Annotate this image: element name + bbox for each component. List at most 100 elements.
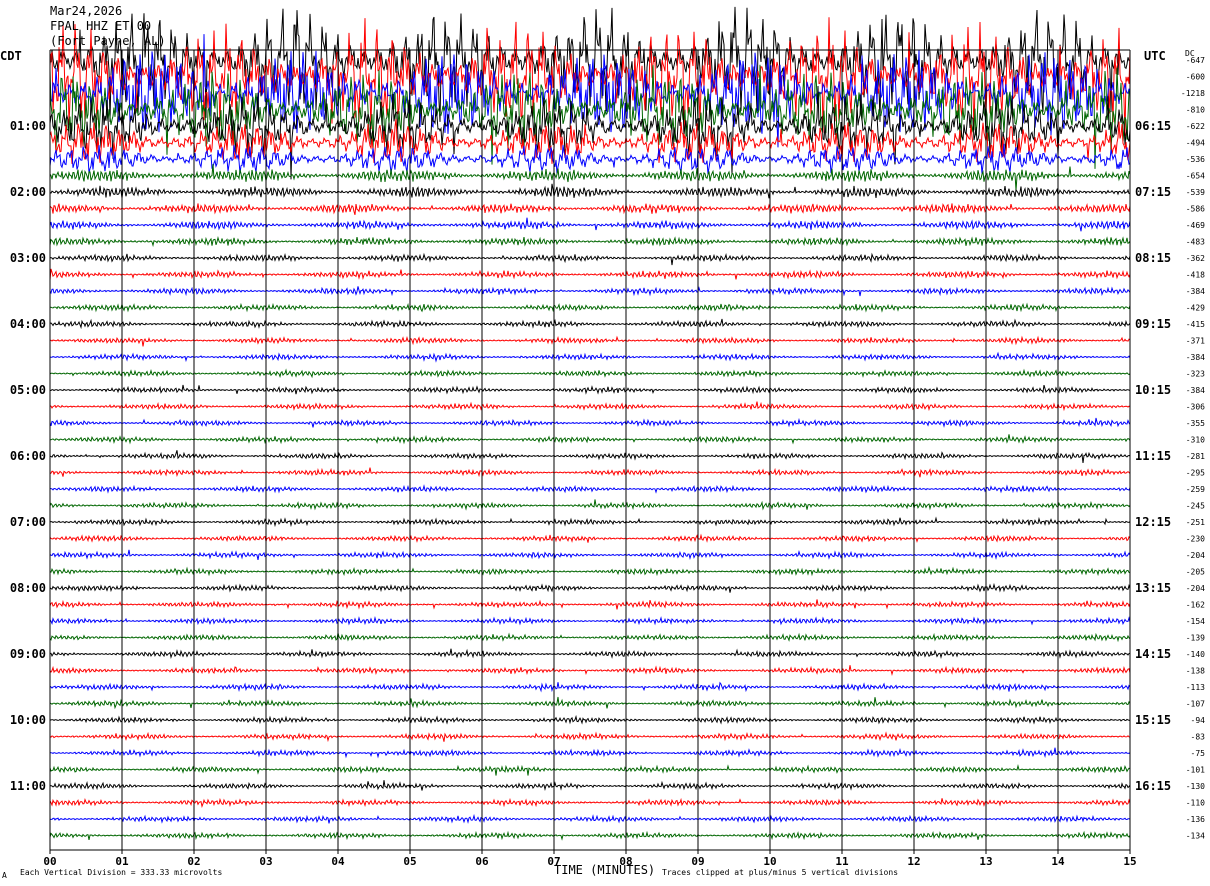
trace-row-27 [49,499,1131,511]
left-hour-label: 08:00 [10,581,46,595]
trace-row-26 [50,484,1131,494]
trace-row-21 [49,401,1131,412]
dc-offset-label: -310 [1186,436,1205,445]
x-tick-label: 01 [115,855,129,868]
trace-row-10 [49,217,1131,232]
x-tick-label: 08 [619,855,632,868]
left-hour-label: 04:00 [10,317,46,331]
right-hour-label: 10:15 [1135,383,1171,397]
x-tick-label: 10 [763,855,776,868]
right-hour-label: 06:15 [1135,119,1171,133]
dc-offset-label: -647 [1186,56,1205,65]
trace-row-43 [49,764,1131,776]
dc-offset-label: -483 [1186,238,1205,247]
trace-row-41 [49,731,1131,743]
dc-offset-label: -110 [1186,799,1205,808]
trace-row-22 [49,417,1131,428]
dc-offset-label: -384 [1186,386,1205,395]
dc-offset-label: -362 [1186,254,1205,263]
trace-row-33 [49,599,1131,610]
x-tick-label: 13 [979,855,992,868]
x-tick-label: 03 [259,855,272,868]
trace-row-28 [49,516,1131,528]
right-hour-label: 12:15 [1135,515,1171,529]
trace-row-4 [49,85,1131,180]
trace-row-47 [49,830,1131,841]
dc-offset-label: -230 [1186,535,1205,544]
trace-row-45 [49,797,1131,809]
trace-row-35 [49,632,1131,643]
dc-offset-label: -138 [1186,667,1205,676]
dc-offset-label: -384 [1186,353,1205,362]
trace-row-42 [49,747,1131,759]
x-tick-label: 02 [187,855,200,868]
dc-offset-label: -113 [1186,683,1205,692]
right-hour-label: 13:15 [1135,581,1171,595]
dc-offset-label: -622 [1186,122,1205,131]
trace-row-3 [49,64,1131,169]
scale-note: Each Vertical Division = 333.33 microvol… [20,868,223,877]
left-hour-label: 02:00 [10,185,46,199]
dc-offset-label: -75 [1191,749,1206,758]
dc-offset-label: -494 [1186,139,1205,148]
dc-offset-label: -245 [1186,502,1205,511]
dc-offset-label: -600 [1186,73,1205,82]
dc-offset-label: -323 [1186,370,1205,379]
trace-row-46 [49,813,1131,824]
trace-row-32 [49,582,1131,593]
dc-offset-label: -355 [1186,419,1205,428]
dc-offset-label: -415 [1186,320,1205,329]
x-tick-label: 15 [1123,855,1136,868]
left-timezone-label: CDT [0,49,22,63]
trace-row-24 [49,450,1131,463]
station-title: FPAL HHZ ET 00 [50,19,152,33]
dc-offset-label: -259 [1186,485,1205,494]
trace-row-20 [49,384,1131,395]
footer-marker: A [2,871,7,880]
dc-offset-label: -154 [1186,617,1205,626]
trace-row-8 [49,183,1131,199]
right-hour-label: 15:15 [1135,713,1171,727]
date-title: Mar24,2026 [50,4,123,18]
trace-row-44 [49,780,1131,792]
dc-offset-label: -107 [1186,700,1205,709]
right-hour-label: 08:15 [1135,251,1171,265]
trace-row-30 [49,549,1131,560]
trace-row-39 [49,696,1131,710]
dc-offset-label: -586 [1186,205,1205,214]
x-tick-label: 07 [547,855,560,868]
dc-offset-label: -539 [1186,188,1205,197]
trace-row-23 [50,434,1131,445]
dc-offset-label: -810 [1186,106,1205,115]
left-hour-label: 10:00 [10,713,46,727]
x-tick-label: 06 [475,855,489,868]
location-title: (Fort Payne, AL) [50,34,166,48]
dc-header-label: DC [1185,49,1195,58]
dc-offset-label: -204 [1186,551,1205,560]
trace-row-31 [49,565,1131,577]
dc-offset-label: -536 [1186,155,1205,164]
dc-offset-label: -139 [1186,634,1205,643]
left-hour-label: 01:00 [10,119,46,133]
trace-row-34 [49,615,1131,626]
trace-row-18 [49,351,1131,363]
dc-offset-label: -251 [1186,518,1205,527]
dc-offset-label: -130 [1186,782,1205,791]
right-hour-label: 16:15 [1135,779,1171,793]
right-hour-labels: 06:15 07:15 08:15 09:15 10:15 11:15 12:15 13:15… [1135,119,1171,793]
left-hour-label: 03:00 [10,251,46,265]
trace-row-12 [49,252,1131,266]
dc-offset-labels: -647 -600 -1218 -810 -622 -494 -536 -654 -539 -58… [1181,56,1205,841]
left-hour-label: 06:00 [10,449,46,463]
left-hour-label: 07:00 [10,515,46,529]
dc-offset-label: -418 [1186,271,1205,280]
trace-row-25 [49,467,1131,478]
clip-note: Traces clipped at plus/minus 5 vertical … [662,868,899,877]
trace-layer [49,6,1131,841]
dc-offset-label: -429 [1186,304,1205,313]
dc-offset-label: -134 [1186,832,1205,841]
trace-row-16 [49,318,1131,330]
x-tick-label: 12 [907,855,920,868]
right-hour-label: 14:15 [1135,647,1171,661]
